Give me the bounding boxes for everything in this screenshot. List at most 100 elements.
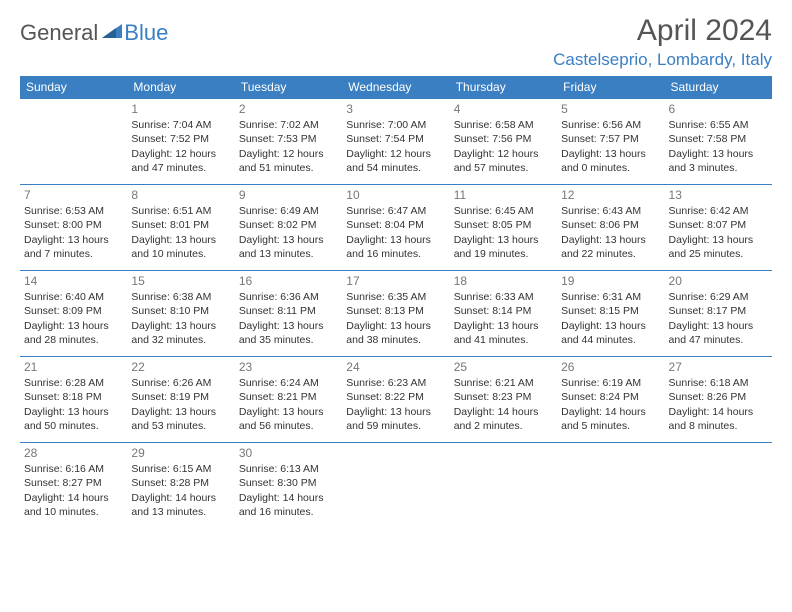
sunrise-text: Sunrise: 6:45 AM — [454, 204, 553, 218]
sunset-text: Sunset: 8:30 PM — [239, 476, 338, 490]
day-number: 17 — [346, 273, 445, 289]
logo: General Blue — [20, 14, 168, 46]
sunrise-text: Sunrise: 6:40 AM — [24, 290, 123, 304]
day-number: 10 — [346, 187, 445, 203]
calendar-day-cell: 9Sunrise: 6:49 AMSunset: 8:02 PMDaylight… — [235, 185, 342, 271]
day-number: 4 — [454, 101, 553, 117]
calendar-body: 1Sunrise: 7:04 AMSunset: 7:52 PMDaylight… — [20, 99, 772, 529]
daylight-text: and 16 minutes. — [239, 505, 338, 519]
calendar-week-row: 14Sunrise: 6:40 AMSunset: 8:09 PMDayligh… — [20, 271, 772, 357]
sunset-text: Sunset: 8:24 PM — [561, 390, 660, 404]
daylight-text: Daylight: 12 hours — [131, 147, 230, 161]
triangle-icon — [102, 22, 122, 45]
sunrise-text: Sunrise: 6:42 AM — [669, 204, 768, 218]
daylight-text: Daylight: 13 hours — [24, 405, 123, 419]
daylight-text: and 35 minutes. — [239, 333, 338, 347]
sunset-text: Sunset: 8:15 PM — [561, 304, 660, 318]
day-number: 19 — [561, 273, 660, 289]
sunset-text: Sunset: 8:18 PM — [24, 390, 123, 404]
sunrise-text: Sunrise: 6:51 AM — [131, 204, 230, 218]
sunset-text: Sunset: 8:00 PM — [24, 218, 123, 232]
sunset-text: Sunset: 7:54 PM — [346, 132, 445, 146]
weekday-header: Thursday — [450, 76, 557, 99]
sunrise-text: Sunrise: 6:29 AM — [669, 290, 768, 304]
daylight-text: and 0 minutes. — [561, 161, 660, 175]
sunset-text: Sunset: 8:01 PM — [131, 218, 230, 232]
sunrise-text: Sunrise: 6:49 AM — [239, 204, 338, 218]
calendar-day-cell: 27Sunrise: 6:18 AMSunset: 8:26 PMDayligh… — [665, 357, 772, 443]
daylight-text: and 53 minutes. — [131, 419, 230, 433]
daylight-text: Daylight: 14 hours — [24, 491, 123, 505]
sunrise-text: Sunrise: 6:33 AM — [454, 290, 553, 304]
day-number: 29 — [131, 445, 230, 461]
sunset-text: Sunset: 8:26 PM — [669, 390, 768, 404]
calendar-week-row: 7Sunrise: 6:53 AMSunset: 8:00 PM Daylight… — [20, 185, 772, 271]
sunrise-text: Sunrise: 7:02 AM — [239, 118, 338, 132]
day-number: 11 — [454, 187, 553, 203]
day-number: 20 — [669, 273, 768, 289]
daylight-text: Daylight: 13 hours — [561, 147, 660, 161]
calendar-day-cell: 26Sunrise: 6:19 AMSunset: 8:24 PMDayligh… — [557, 357, 664, 443]
daylight-text: Daylight: 13 hours — [24, 319, 123, 333]
calendar-day-cell: 7Sunrise: 6:53 AMSunset: 8:00 PMDaylight… — [20, 185, 127, 271]
sunset-text: Sunset: 8:07 PM — [669, 218, 768, 232]
daylight-text: Daylight: 13 hours — [239, 319, 338, 333]
sunrise-text: Sunrise: 6:16 AM — [24, 462, 123, 476]
daylight-text: and 32 minutes. — [131, 333, 230, 347]
sunset-text: Sunset: 8:17 PM — [669, 304, 768, 318]
daylight-text: Daylight: 13 hours — [131, 319, 230, 333]
sunset-text: Sunset: 8:04 PM — [346, 218, 445, 232]
daylight-text: Daylight: 13 hours — [239, 233, 338, 247]
sunset-text: Sunset: 8:02 PM — [239, 218, 338, 232]
day-number: 7 — [24, 187, 123, 203]
day-number: 21 — [24, 359, 123, 375]
daylight-text: and 7 minutes. — [24, 247, 123, 261]
calendar-day-cell — [450, 443, 557, 529]
weekday-header: Saturday — [665, 76, 772, 99]
daylight-text: and 13 minutes. — [131, 505, 230, 519]
sunset-text: Sunset: 7:56 PM — [454, 132, 553, 146]
sunrise-text: Sunrise: 6:18 AM — [669, 376, 768, 390]
daylight-text: Daylight: 13 hours — [346, 233, 445, 247]
calendar-day-cell: 10Sunrise: 6:47 AMSunset: 8:04 PMDayligh… — [342, 185, 449, 271]
daylight-text: and 5 minutes. — [561, 419, 660, 433]
day-number: 14 — [24, 273, 123, 289]
daylight-text: Daylight: 13 hours — [669, 319, 768, 333]
sunrise-text: Sunrise: 6:19 AM — [561, 376, 660, 390]
sunrise-text: Sunrise: 6:26 AM — [131, 376, 230, 390]
sunset-text: Sunset: 7:52 PM — [131, 132, 230, 146]
sunset-text: Sunset: 8:14 PM — [454, 304, 553, 318]
daylight-text: and 59 minutes. — [346, 419, 445, 433]
sunrise-text: Sunrise: 6:15 AM — [131, 462, 230, 476]
sunset-text: Sunset: 8:22 PM — [346, 390, 445, 404]
daylight-text: and 8 minutes. — [669, 419, 768, 433]
weekday-header: Sunday — [20, 76, 127, 99]
daylight-text: Daylight: 14 hours — [561, 405, 660, 419]
calendar-day-cell: 8Sunrise: 6:51 AMSunset: 8:01 PMDaylight… — [127, 185, 234, 271]
daylight-text: Daylight: 12 hours — [239, 147, 338, 161]
daylight-text: Daylight: 13 hours — [454, 233, 553, 247]
daylight-text: and 13 minutes. — [239, 247, 338, 261]
day-number: 9 — [239, 187, 338, 203]
sunset-text: Sunset: 8:27 PM — [24, 476, 123, 490]
weekday-header: Friday — [557, 76, 664, 99]
calendar-day-cell: 2Sunrise: 7:02 AMSunset: 7:53 PMDaylight… — [235, 99, 342, 185]
daylight-text: and 3 minutes. — [669, 161, 768, 175]
daylight-text: Daylight: 14 hours — [454, 405, 553, 419]
daylight-text: and 25 minutes. — [669, 247, 768, 261]
sunrise-text: Sunrise: 7:04 AM — [131, 118, 230, 132]
sunrise-text: Sunrise: 6:53 AM — [24, 204, 123, 218]
sunrise-text: Sunrise: 6:28 AM — [24, 376, 123, 390]
calendar-day-cell: 20Sunrise: 6:29 AMSunset: 8:17 PMDayligh… — [665, 271, 772, 357]
logo-text-general: General — [20, 20, 98, 46]
daylight-text: and 56 minutes. — [239, 419, 338, 433]
calendar-day-cell: 5Sunrise: 6:56 AMSunset: 7:57 PMDaylight… — [557, 99, 664, 185]
day-number: 25 — [454, 359, 553, 375]
sunrise-text: Sunrise: 6:58 AM — [454, 118, 553, 132]
weekday-header-row: SundayMondayTuesdayWednesdayThursdayFrid… — [20, 76, 772, 99]
calendar-week-row: 21Sunrise: 6:28 AMSunset: 8:18 PMDayligh… — [20, 357, 772, 443]
daylight-text: Daylight: 13 hours — [239, 405, 338, 419]
calendar-day-cell: 15Sunrise: 6:38 AMSunset: 8:10 PMDayligh… — [127, 271, 234, 357]
sunrise-text: Sunrise: 6:36 AM — [239, 290, 338, 304]
day-number: 30 — [239, 445, 338, 461]
